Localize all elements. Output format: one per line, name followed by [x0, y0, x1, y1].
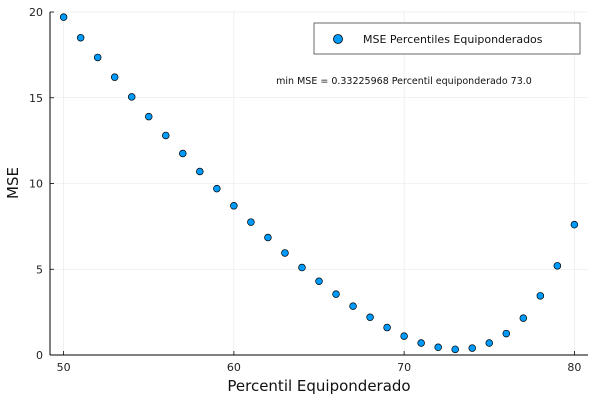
data-point: [281, 249, 289, 257]
data-point: [315, 277, 323, 286]
data-point: [298, 263, 306, 272]
y-tick-label: 15: [29, 92, 43, 105]
data-point: [536, 292, 545, 300]
y-axis-title: MSE: [4, 167, 22, 199]
x-tick-label: 60: [227, 361, 241, 374]
x-tick-label: 70: [397, 361, 411, 374]
data-point: [332, 290, 340, 298]
y-tick-label: 5: [36, 263, 43, 276]
tick-labels: 50 60 70 80 0 5 10 15 20: [29, 6, 581, 374]
y-tick-label: 10: [29, 178, 43, 191]
x-axis-title: Percentil Equiponderado: [227, 377, 410, 395]
data-point: [366, 313, 374, 322]
data-point: [110, 73, 119, 81]
legend-box: [313, 22, 581, 55]
grid-lines: [50, 11, 588, 356]
y-tick-label: 20: [29, 6, 43, 19]
data-point: [434, 343, 442, 352]
data-point: [162, 131, 170, 140]
data-points: [59, 13, 579, 354]
legend: MSE Percentiles Equiponderados: [313, 22, 581, 55]
data-point: [570, 220, 579, 229]
data-point: [502, 329, 511, 338]
data-point: [247, 218, 255, 226]
data-point: [553, 262, 562, 270]
x-tick-label: 50: [57, 361, 71, 374]
data-point: [196, 167, 204, 176]
data-point: [76, 33, 85, 42]
y-tick-label: 0: [36, 349, 43, 362]
data-point: [451, 345, 459, 354]
data-point: [485, 339, 494, 347]
data-point: [213, 184, 221, 193]
legend-marker: [333, 34, 343, 44]
legend-label: MSE Percentiles Equiponderados: [363, 33, 543, 46]
min-mse-annotation: min MSE = 0.33225968 Percentil equiponde…: [276, 76, 532, 87]
data-point: [519, 314, 528, 322]
data-point: [468, 344, 476, 352]
data-point: [400, 332, 408, 340]
data-point: [349, 302, 357, 310]
data-point: [417, 339, 425, 347]
data-point: [230, 202, 238, 210]
data-point: [383, 323, 391, 332]
axes: [49, 11, 588, 356]
data-point: [59, 13, 68, 21]
data-point: [179, 149, 187, 158]
x-tick-label: 80: [567, 361, 581, 374]
data-point: [93, 53, 102, 62]
data-point: [264, 233, 272, 242]
data-point: [127, 93, 136, 101]
data-point: [144, 112, 153, 121]
